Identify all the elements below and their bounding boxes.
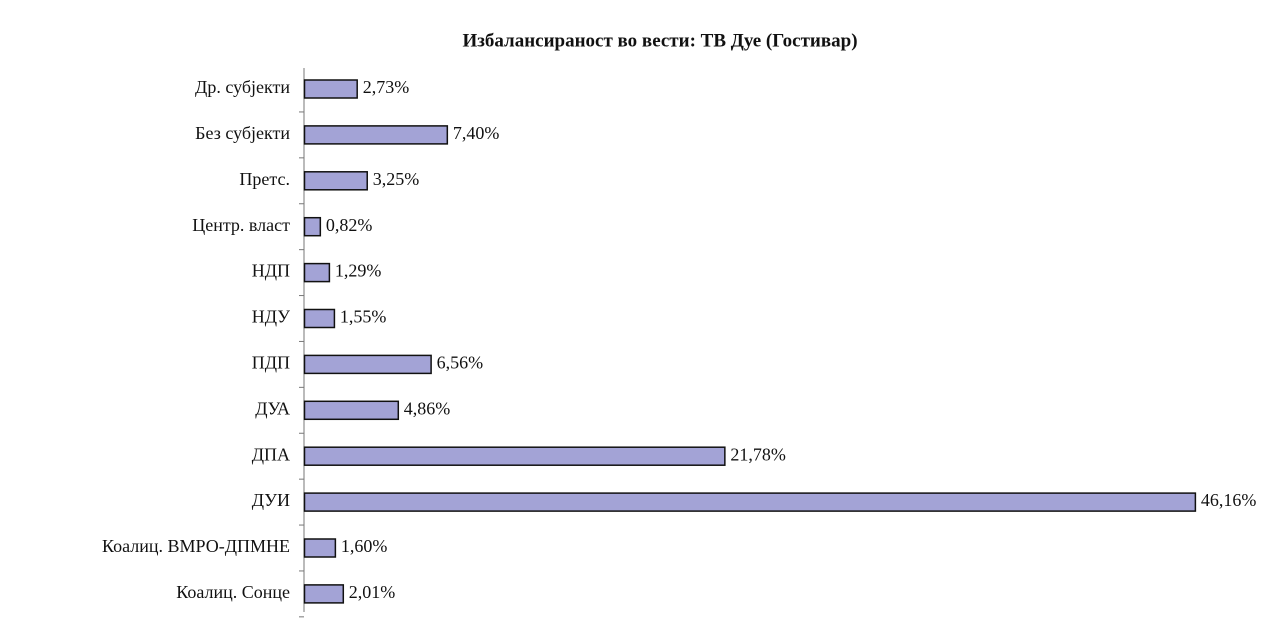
data-label: 1,60% bbox=[341, 536, 388, 556]
y-tick-label: Коалиц. Сонце bbox=[176, 582, 290, 602]
bar bbox=[303, 584, 345, 604]
bar bbox=[303, 262, 331, 283]
data-label: 6,56% bbox=[437, 353, 484, 373]
bar bbox=[303, 79, 358, 99]
data-label: 21,78% bbox=[730, 444, 786, 464]
y-tick-label: ДПА bbox=[252, 444, 290, 464]
data-label: 46,16% bbox=[1201, 490, 1257, 510]
data-label: 3,25% bbox=[373, 169, 420, 189]
data-label: 7,40% bbox=[453, 123, 500, 143]
y-tick-label: ДУИ bbox=[252, 490, 290, 510]
bar bbox=[303, 354, 432, 375]
y-tick-label: Др. субјекти bbox=[195, 77, 290, 97]
data-label: 0,82% bbox=[326, 215, 373, 235]
bar bbox=[303, 446, 726, 466]
chart-title: Избалансираност во вести: ТВ Дуе (Гостив… bbox=[462, 30, 857, 51]
y-tick-label: Центр. власт bbox=[192, 215, 290, 235]
y-tick-label: НДП bbox=[252, 261, 290, 281]
y-tick-label: Претс. bbox=[239, 169, 290, 189]
data-label: 2,73% bbox=[363, 77, 410, 97]
bar bbox=[303, 538, 337, 558]
y-tick-label: НДУ bbox=[252, 307, 290, 327]
data-label: 1,55% bbox=[340, 307, 387, 327]
bar bbox=[303, 400, 400, 421]
bar bbox=[303, 171, 368, 191]
data-label: 4,86% bbox=[404, 398, 451, 418]
y-tick-label: ПДП bbox=[252, 353, 290, 373]
y-tick-label: Без субјекти bbox=[195, 123, 290, 143]
data-label: 2,01% bbox=[349, 582, 396, 602]
bar bbox=[303, 216, 322, 237]
data-label: 1,29% bbox=[335, 261, 382, 281]
y-tick-label: Коалиц. ВМРО-ДПМНЕ bbox=[102, 536, 290, 556]
bar bbox=[303, 492, 1197, 512]
bar bbox=[303, 125, 449, 145]
bar bbox=[303, 308, 336, 329]
y-tick-label: ДУА bbox=[255, 398, 290, 418]
